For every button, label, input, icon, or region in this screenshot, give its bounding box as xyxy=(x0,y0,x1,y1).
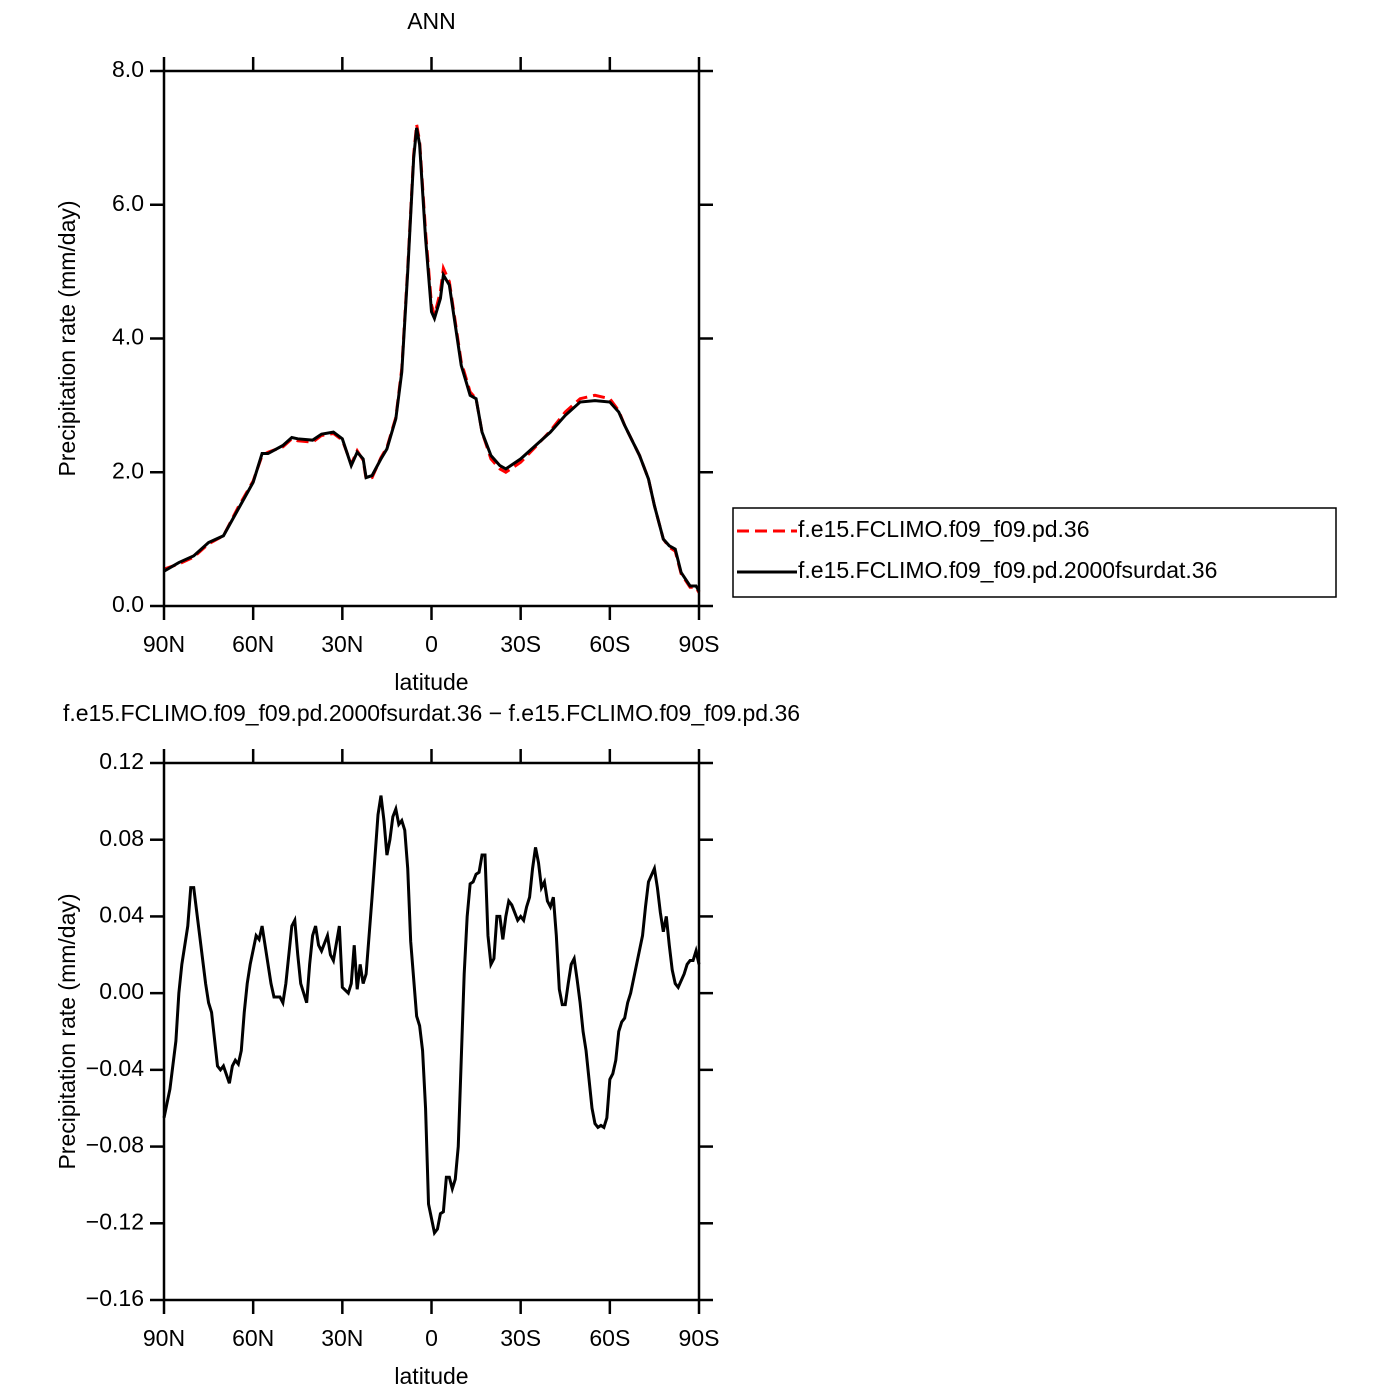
x-tick-label: 60N xyxy=(232,631,274,657)
legend-box xyxy=(732,507,1337,598)
plot-frame xyxy=(162,761,701,1302)
x-tick-label: 90N xyxy=(143,631,185,657)
data-line xyxy=(163,124,701,594)
x-tick-label: 90N xyxy=(143,1325,185,1351)
x-tick-label: 60N xyxy=(232,1325,274,1351)
y-tick-label: −0.16 xyxy=(86,1285,144,1311)
x-tick-label: 60S xyxy=(589,1325,630,1351)
y-tick-label: 8.0 xyxy=(112,56,144,82)
y-axis-label: Precipitation rate (mm/day) xyxy=(54,893,80,1169)
y-tick-label: 0.00 xyxy=(99,978,144,1004)
x-tick-label: 30S xyxy=(500,631,541,657)
y-tick-label: 4.0 xyxy=(112,324,144,350)
y-tick-label: −0.04 xyxy=(86,1055,144,1081)
x-tick-label: 30S xyxy=(500,1325,541,1351)
x-axis-label: latitude xyxy=(394,669,468,695)
y-tick-label: −0.08 xyxy=(86,1132,144,1158)
x-tick-label: 30N xyxy=(321,1325,363,1351)
data-line xyxy=(162,795,701,1237)
x-tick-label: 0 xyxy=(425,631,438,657)
y-axis-label: Precipitation rate (mm/day) xyxy=(54,200,80,476)
y-tick-label: 6.0 xyxy=(112,190,144,216)
chart-title: f.e15.FCLIMO.f09_f09.pd.2000fsurdat.36 −… xyxy=(63,700,800,726)
y-tick-label: 0.12 xyxy=(99,748,144,774)
x-tick-label: 90S xyxy=(679,1325,720,1351)
y-tick-label: 0.0 xyxy=(112,591,144,617)
y-tick-label: 0.08 xyxy=(99,825,144,851)
x-tick-label: 0 xyxy=(425,1325,438,1351)
legend-label: f.e15.FCLIMO.f09_f09.pd.2000fsurdat.36 xyxy=(798,557,1217,583)
y-tick-label: 0.04 xyxy=(99,902,144,928)
legend-label: f.e15.FCLIMO.f09_f09.pd.36 xyxy=(798,516,1090,542)
plot-frame xyxy=(162,69,701,608)
data-line xyxy=(163,127,701,593)
x-tick-label: 60S xyxy=(589,631,630,657)
y-tick-label: −0.12 xyxy=(86,1208,144,1234)
x-axis-label: latitude xyxy=(394,1363,468,1389)
x-tick-label: 90S xyxy=(679,631,720,657)
y-tick-label: 2.0 xyxy=(112,457,144,483)
chart-title: ANN xyxy=(407,8,456,34)
x-tick-label: 30N xyxy=(321,631,363,657)
